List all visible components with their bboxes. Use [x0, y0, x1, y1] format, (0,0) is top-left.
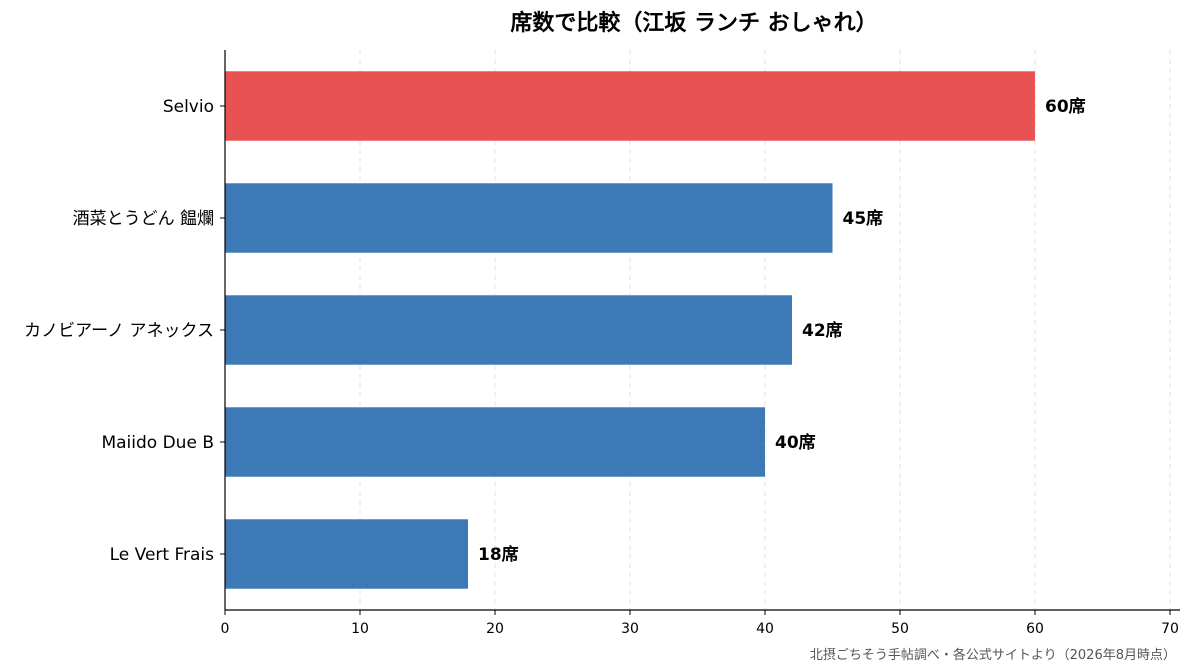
bars: [225, 71, 1035, 589]
x-tick-label: 70: [1161, 621, 1179, 637]
category-label: Le Vert Frais: [110, 545, 215, 565]
bar: [225, 183, 833, 253]
source-note: 北摂ごちそう手帖調べ・各公式サイトより（2026年8月時点）: [810, 647, 1176, 663]
bar: [225, 519, 468, 589]
category-label: カノビアーノ アネックス: [24, 321, 214, 341]
x-tick-label: 60: [1026, 621, 1044, 637]
x-tick-label: 40: [756, 621, 774, 637]
chart-title: 席数で比較（江坂 ランチ おしゃれ）: [510, 10, 877, 36]
x-tick-label: 10: [351, 621, 369, 637]
category-label: 酒菜とうどん 饂爛: [73, 209, 214, 229]
category-label: Selvio: [163, 97, 214, 117]
x-tick-label: 20: [486, 621, 504, 637]
x-tick-label: 30: [621, 621, 639, 637]
x-tick-label: 0: [221, 621, 230, 637]
category-label: Maiido Due B: [101, 433, 214, 453]
data-label: 40席: [775, 432, 816, 453]
data-label: 45席: [843, 208, 884, 229]
bar: [225, 407, 765, 477]
bar: [225, 71, 1035, 141]
bar: [225, 295, 792, 365]
data-label: 60席: [1045, 96, 1086, 117]
data-label: 18席: [478, 544, 519, 565]
data-label: 42席: [802, 320, 843, 341]
x-tick-label: 50: [891, 621, 909, 637]
